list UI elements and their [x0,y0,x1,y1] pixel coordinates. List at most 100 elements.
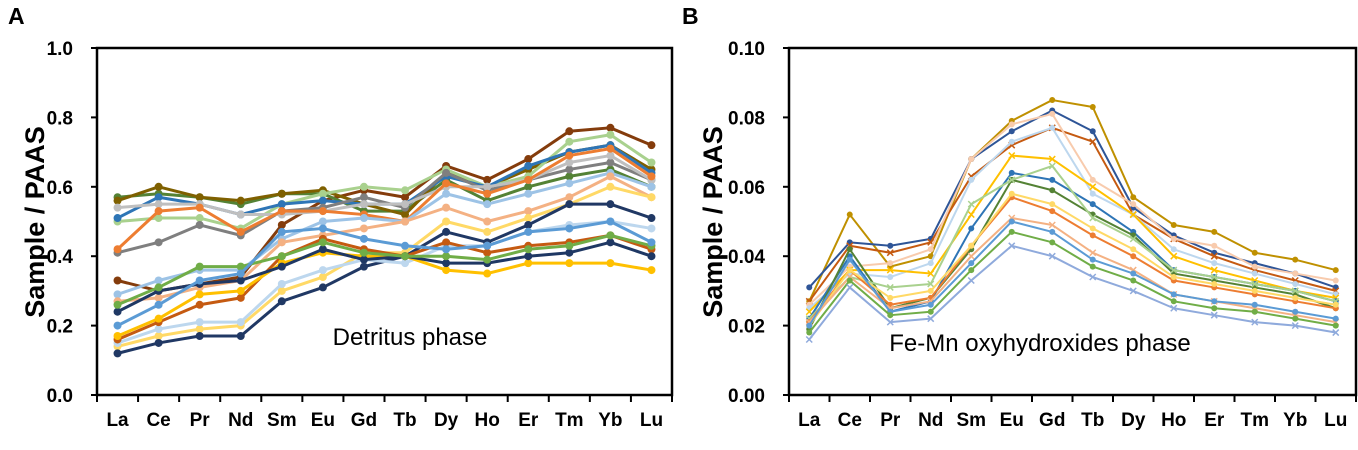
data-point [154,325,163,334]
data-point [1130,201,1137,208]
data-point [846,277,853,284]
x-tick-label-gd: Gd [1039,410,1065,431]
x-tick-label-ho: Ho [1161,410,1186,431]
data-point [606,172,615,181]
data-point [806,329,813,336]
data-point [154,214,163,223]
series-line [117,154,653,217]
data-point [805,308,813,316]
data-point [806,284,813,291]
x-tick-label-gd: Gd [351,410,377,431]
data-point [318,245,327,254]
data-point [442,245,451,254]
data-point [1049,228,1056,235]
data-point [401,210,410,219]
data-point [318,266,327,275]
data-point [359,200,368,209]
data-point [236,276,245,285]
data-point [318,196,327,205]
data-point [606,259,615,268]
data-point [1049,187,1056,194]
data-point [442,227,451,236]
data-point [1008,138,1015,145]
data-point [318,273,327,282]
data-point [483,241,492,250]
data-point [1008,228,1015,235]
data-point [154,276,163,285]
data-point [1332,315,1339,322]
data-point [195,203,204,212]
data-point [277,279,286,288]
y-tick-label: 0.06 [728,178,765,199]
data-point [967,211,975,219]
data-point [401,200,410,209]
data-point [113,290,122,299]
series-b-5 [806,124,1339,312]
data-point [1292,256,1299,263]
data-point [359,182,368,191]
data-point [606,200,615,209]
data-point [1170,291,1177,298]
data-point [113,349,122,358]
data-point [1251,263,1258,270]
data-point [524,252,533,261]
data-point [113,321,122,330]
data-point [1089,232,1096,239]
data-point [113,203,122,212]
data-point [1008,242,1016,250]
data-point [967,276,975,285]
data-point [1048,155,1056,163]
y-tick-label: 0.08 [728,108,765,129]
series-line [808,192,1336,327]
series-line [808,220,1336,327]
y-tick-label: 1.0 [47,39,73,60]
series-a-16 [113,238,656,316]
series-b-1 [806,97,1339,305]
data-point [1211,305,1218,312]
data-point [318,283,327,292]
data-point [154,182,163,191]
data-point [968,225,975,232]
data-point [1130,194,1137,201]
data-point [887,274,894,281]
data-point [154,207,163,216]
data-point [1170,252,1178,260]
x-tick-label-dy: Dy [1121,410,1146,431]
data-point [1130,253,1137,260]
data-point [359,193,368,202]
data-point [1210,266,1218,274]
data-point [927,253,934,260]
data-point [1291,322,1299,330]
data-point [1049,110,1056,117]
data-point [1008,218,1015,225]
data-point [524,207,533,216]
data-point [236,269,245,278]
data-point [1251,301,1258,308]
data-point [401,193,410,202]
panel-a-detritus-chart: A Sample / PAAS 0.0 0.2 0.4 0.6 0.8 1.0 La Ce Pr… [8,3,674,431]
data-point [565,248,574,257]
series-line [808,112,1336,306]
data-point [236,332,245,341]
data-point [442,189,451,198]
data-point [1049,239,1056,246]
data-point [1089,176,1096,183]
data-point [606,182,615,191]
data-point [1008,121,1015,128]
series-line [808,109,1337,289]
series-line [117,171,652,296]
data-point [318,224,327,233]
data-point [565,193,574,202]
x-tick-label-lu: Lu [1324,410,1347,431]
x-tick-label-pr: Pr [190,410,211,431]
data-point [154,293,163,302]
data-point [1049,208,1056,215]
data-point [968,242,975,249]
panel-b-fe-mn-chart: B Sample / PAAS 0.00 0.02 0.04 0.06 0.08 0.10… [682,3,1358,431]
data-point [846,256,853,263]
data-point [154,193,163,202]
data-point [1210,311,1218,319]
data-point [483,227,492,236]
data-point [1049,176,1056,183]
data-point [401,252,410,261]
